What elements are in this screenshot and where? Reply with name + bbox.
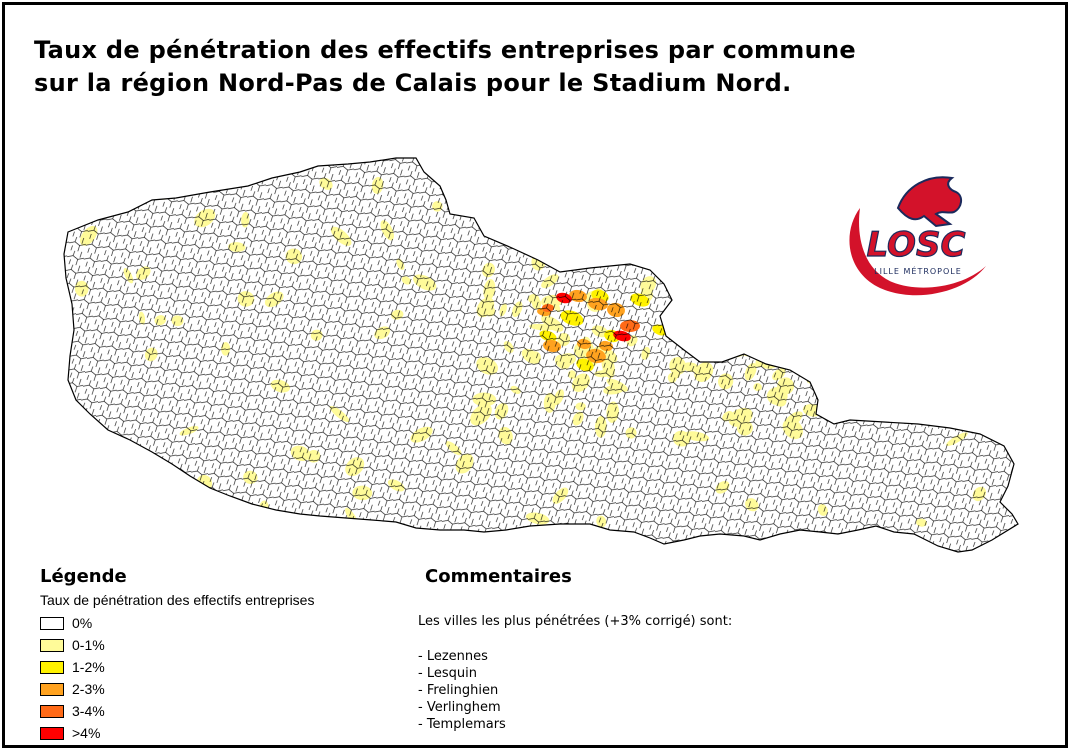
commune-fill (928, 330, 952, 344)
legend-title: Légende (40, 566, 127, 587)
commune-fill (940, 407, 947, 417)
commune-fill (279, 521, 297, 538)
city-item-lezennes: - Lezennes (418, 649, 488, 664)
commune-fill (720, 237, 729, 258)
legend-swatch (40, 616, 64, 630)
city-item-verlinghem: - Verlinghem (418, 700, 501, 715)
commune-fill (553, 180, 564, 195)
commune-fill (830, 372, 855, 390)
legend-label: 3-4% (72, 703, 105, 719)
comments-list: - Lezennes - Lesquin - Frelinghien - Ver… (418, 648, 506, 733)
legend-label: 1-2% (72, 659, 105, 675)
commune-fill (99, 176, 119, 196)
commune-fill (680, 294, 694, 310)
legend-item: 1-2% (40, 656, 105, 678)
city-item-lesquin: - Lesquin (418, 666, 477, 681)
legend-swatch (40, 704, 64, 718)
commune-fill (622, 181, 645, 200)
legend-label: 2-3% (72, 681, 105, 697)
legend-label: >4% (72, 725, 101, 741)
title-line-2: sur la région Nord-Pas de Calais pour le… (34, 69, 792, 97)
commune-fill (724, 317, 739, 341)
page-title: Taux de pénétration des effectifs entrep… (34, 34, 856, 100)
comments-title: Commentaires (425, 566, 572, 587)
commune-fill (94, 487, 106, 501)
comments-intro: Les villes les plus pénétrées (+3% corri… (418, 614, 733, 629)
title-line-1: Taux de pénétration des effectifs entrep… (34, 36, 856, 64)
legend-subtitle: Taux de pénétration des effectifs entrep… (40, 592, 315, 608)
svg-text:LILLE MÉTROPOLE: LILLE MÉTROPOLE (874, 265, 962, 276)
commune-fill (731, 266, 745, 283)
commune-fill (785, 309, 805, 328)
commune-fill (741, 267, 768, 280)
svg-text:LOSC: LOSC (867, 225, 966, 265)
legend-swatch (40, 682, 64, 696)
commune-fill (795, 216, 811, 232)
legend-list: 0% 0-1% 1-2% 2-3% 3-4% >4% (40, 612, 105, 744)
legend-swatch (40, 660, 64, 674)
commune-fill (667, 267, 682, 276)
losc-logo: LOSC LILLE MÉTROPOLE (849, 176, 986, 296)
commune-fill (658, 237, 683, 249)
commune-fill (884, 380, 899, 393)
commune-fill (799, 347, 816, 364)
city-item-templemars: - Templemars (418, 717, 506, 732)
legend-item: 3-4% (40, 700, 105, 722)
legend-label: 0-1% (72, 637, 105, 653)
commune-fill (731, 331, 740, 341)
commune-fill (499, 171, 520, 193)
commune-fill (958, 313, 976, 328)
commune-fill (528, 229, 538, 248)
legend-label: 0% (72, 615, 93, 631)
commune-fill (666, 322, 688, 338)
legend-swatch (40, 726, 64, 740)
commune-fill (785, 249, 803, 268)
commune-fill (771, 309, 783, 323)
commune-fill (676, 324, 685, 341)
commune-fill (820, 191, 830, 208)
legend-item: 0% (40, 612, 105, 634)
commune-fill (678, 236, 700, 253)
legend-swatch (40, 638, 64, 652)
commune-fill (595, 210, 608, 223)
legend-item: 2-3% (40, 678, 105, 700)
legend-item: 0-1% (40, 634, 105, 656)
legend-item: >4% (40, 722, 105, 744)
city-item-frelinghien: - Frelinghien (418, 683, 499, 698)
commune-fill (152, 466, 162, 478)
commune-fill (733, 174, 743, 186)
commune-fill (716, 317, 742, 331)
commune-fill (919, 362, 943, 381)
